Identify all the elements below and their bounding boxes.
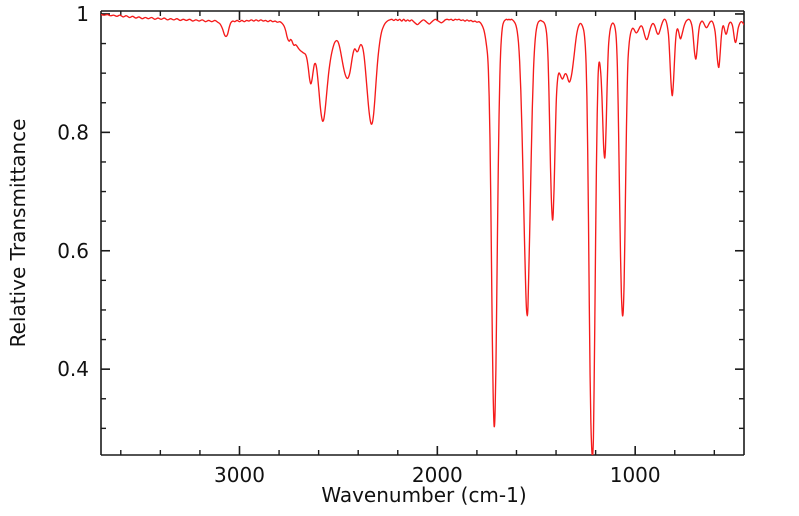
- y-axis-tick-labels: 0.4 0.6 0.8 1: [57, 2, 89, 381]
- x-axis-ticks: [120, 11, 716, 455]
- y-tick-label: 1: [76, 2, 89, 26]
- y-tick-label: 0.6: [57, 239, 89, 263]
- x-axis-tick-labels: 3000 2000 1000: [214, 463, 661, 487]
- spectrum-trace-group: [101, 13, 744, 455]
- x-tick-label: 1000: [610, 463, 661, 487]
- y-tick-label: 0.8: [57, 120, 89, 144]
- x-axis-title: Wavenumber (cm-1): [321, 483, 526, 507]
- y-tick-label: 0.4: [57, 357, 89, 381]
- x-tick-label: 3000: [214, 463, 265, 487]
- plot-frame: [100, 10, 745, 456]
- spectrum-line: [101, 13, 744, 455]
- y-axis-ticks: [101, 13, 744, 430]
- x-tick-label: 2000: [412, 463, 463, 487]
- y-axis-title: Relative Transmittance: [6, 119, 30, 348]
